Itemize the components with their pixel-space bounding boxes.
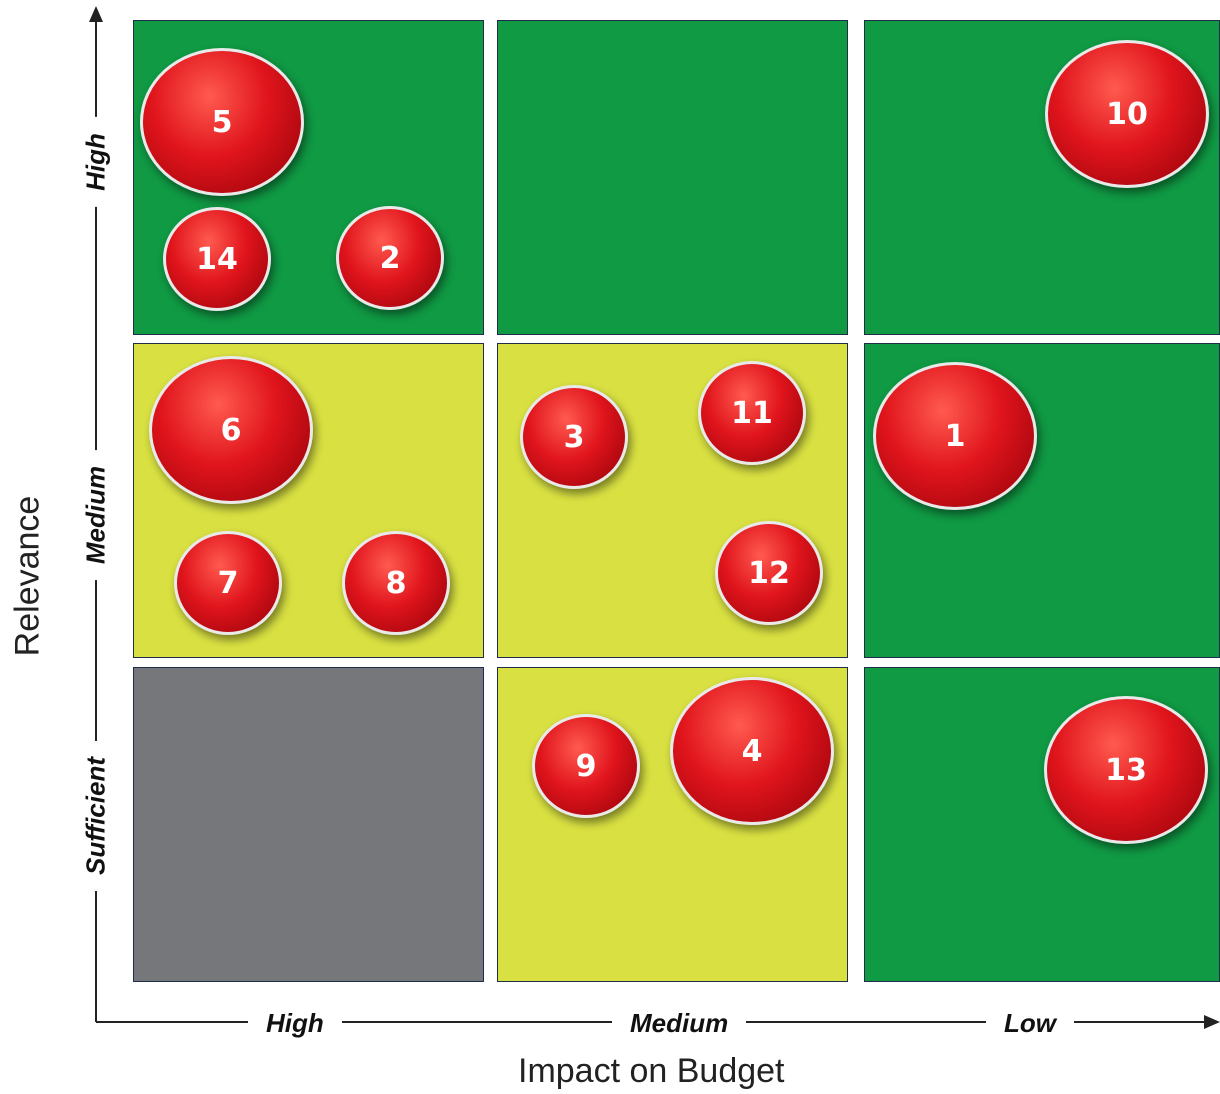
x-axis-arrow [1204, 1015, 1220, 1029]
y-axis-title: Relevance [8, 495, 47, 657]
y-axis-arrow [89, 6, 103, 22]
bubble-label: 1 [944, 418, 966, 454]
bubble-label: 11 [731, 395, 773, 431]
matrix-cell-high-medium [497, 20, 848, 335]
bubble-3: 3 [520, 385, 628, 489]
bubble-label: 10 [1106, 96, 1148, 132]
bubble-label: 13 [1105, 752, 1147, 788]
bubble-7: 7 [174, 531, 282, 635]
bubble-1: 1 [873, 362, 1037, 510]
x-axis-title: Impact on Budget [518, 1052, 785, 1090]
bubble-label: 6 [220, 412, 242, 448]
bubble-14: 14 [163, 207, 271, 311]
bubble-label: 8 [385, 565, 407, 601]
bubble-label: 2 [379, 240, 401, 276]
bubble-9: 9 [532, 714, 640, 818]
bubble-label: 3 [563, 419, 585, 455]
x-level-low: Low [986, 1008, 1074, 1039]
bubble-6: 6 [149, 356, 313, 504]
bubble-label: 7 [217, 565, 239, 601]
bubble-label: 14 [196, 241, 238, 277]
x-level-medium: Medium [612, 1008, 747, 1039]
bubble-13: 13 [1044, 696, 1208, 844]
x-level-high: High [248, 1008, 342, 1039]
bubble-label: 4 [741, 733, 763, 769]
y-level-sufficient: Sufficient [80, 741, 112, 891]
bubble-2: 2 [336, 206, 444, 310]
y-level-high: High [80, 117, 112, 207]
matrix-cell-sufficient-high [133, 667, 484, 982]
bubble-label: 9 [575, 748, 597, 784]
bubble-label: 12 [748, 555, 790, 591]
bubble-5: 5 [140, 48, 304, 196]
bubble-label: 5 [211, 104, 233, 140]
bubble-10: 10 [1045, 40, 1209, 188]
bubble-4: 4 [670, 677, 834, 825]
bubble-11: 11 [698, 361, 806, 465]
bubble-8: 8 [342, 531, 450, 635]
y-level-medium: Medium [80, 449, 112, 581]
bubble-12: 12 [715, 521, 823, 625]
